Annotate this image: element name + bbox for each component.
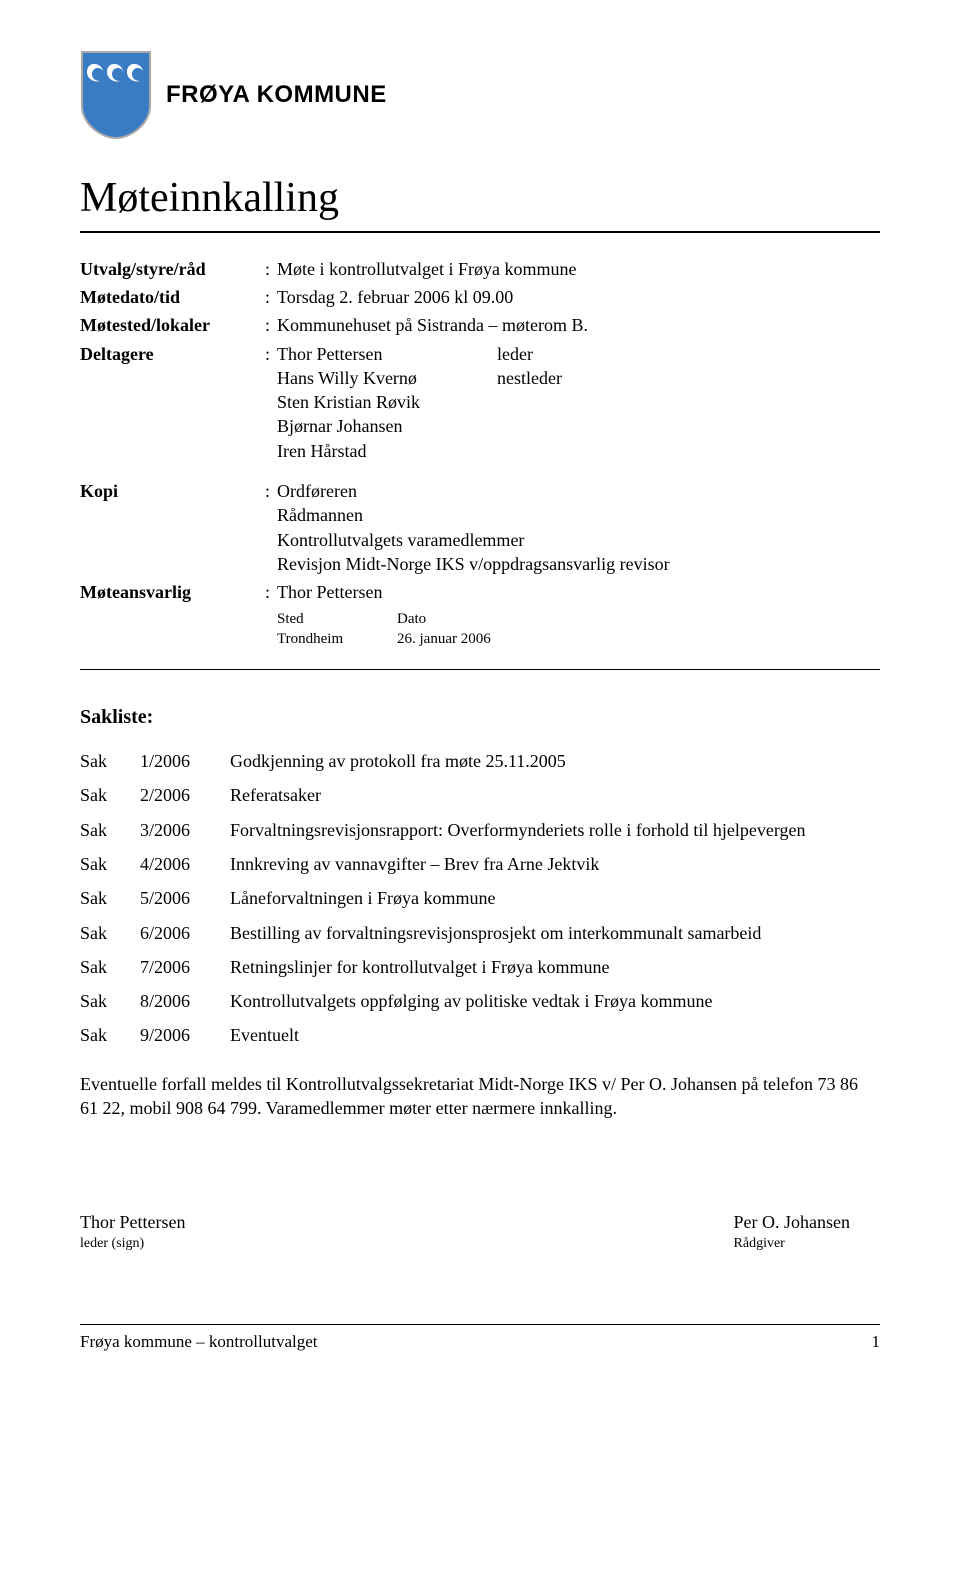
- signature-right: Per O. Johansen Rådgiver: [734, 1210, 880, 1253]
- participant-name: Iren Hårstad: [277, 439, 497, 463]
- meta-value: Thor Pettersen: [277, 580, 880, 604]
- participant-role: leder: [497, 342, 617, 366]
- sak-number: 4/2006: [140, 852, 230, 876]
- colon: :: [265, 313, 277, 337]
- sak-number: 7/2006: [140, 955, 230, 979]
- kopi-line: Revisjon Midt-Norge IKS v/oppdragsansvar…: [277, 552, 880, 576]
- colon: :: [265, 257, 277, 281]
- sak-number: 9/2006: [140, 1023, 230, 1047]
- sak-text: Godkjenning av protokoll fra møte 25.11.…: [230, 749, 880, 773]
- kopi-line: Rådmannen: [277, 503, 880, 527]
- signature-role: Rådgiver: [734, 1235, 850, 1254]
- participants-list: Thor Pettersenleder Hans Willy Kvernønes…: [277, 342, 880, 463]
- sak-number: 5/2006: [140, 886, 230, 910]
- sak-text: Eventuelt: [230, 1023, 880, 1047]
- location-date-values: Trondheim 26. januar 2006: [80, 629, 880, 649]
- participant-role: nestleder: [497, 366, 617, 390]
- kopi-line: Kontrollutvalgets varamedlemmer: [277, 528, 880, 552]
- kopi-list: Ordføreren Rådmannen Kontrollutvalgets v…: [277, 479, 880, 576]
- signature-left: Thor Pettersen leder (sign): [80, 1210, 185, 1253]
- participant-role: [497, 439, 617, 463]
- page-title: Møteinnkalling: [80, 170, 880, 233]
- sak-row: Sak1/2006Godkjenning av protokoll fra mø…: [80, 749, 880, 773]
- meta-label: Deltagere: [80, 342, 265, 366]
- meta-row-ansvarlig: Møteansvarlig : Thor Pettersen: [80, 580, 880, 604]
- meta-row-utvalg: Utvalg/styre/råd : Møte i kontrollutvalg…: [80, 257, 880, 281]
- sak-prefix: Sak: [80, 886, 140, 910]
- colon: :: [265, 342, 277, 366]
- sak-number: 2/2006: [140, 783, 230, 807]
- participant-role: [497, 414, 617, 438]
- signature-name: Thor Pettersen: [80, 1210, 185, 1234]
- participant-name: Thor Pettersen: [277, 342, 497, 366]
- sak-prefix: Sak: [80, 989, 140, 1013]
- sak-prefix: Sak: [80, 852, 140, 876]
- section-divider: [80, 669, 880, 670]
- sak-prefix: Sak: [80, 955, 140, 979]
- sak-number: 3/2006: [140, 818, 230, 842]
- meta-row-dato: Møtedato/tid : Torsdag 2. februar 2006 k…: [80, 285, 880, 309]
- sak-prefix: Sak: [80, 1023, 140, 1047]
- sak-row: Sak8/2006Kontrollutvalgets oppfølging av…: [80, 989, 880, 1013]
- shield-logo-icon: [80, 50, 152, 140]
- footer-page-number: 1: [872, 1331, 881, 1354]
- meta-label: Møteansvarlig: [80, 580, 265, 604]
- location-date-labels: Sted Dato: [80, 609, 880, 629]
- sak-text: Bestilling av forvaltningsrevisjonsprosj…: [230, 921, 880, 945]
- sak-row: Sak9/2006Eventuelt: [80, 1023, 880, 1047]
- participant-name: Bjørnar Johansen: [277, 414, 497, 438]
- meta-value: Kommunehuset på Sistranda – møterom B.: [277, 313, 880, 337]
- meta-row-deltagere: Deltagere : Thor Pettersenleder Hans Wil…: [80, 342, 880, 463]
- sak-text: Kontrollutvalgets oppfølging av politisk…: [230, 989, 880, 1013]
- sak-text: Forvaltningsrevisjonsrapport: Overformyn…: [230, 818, 880, 842]
- meta-section: Utvalg/styre/råd : Møte i kontrollutvalg…: [80, 257, 880, 649]
- sak-number: 6/2006: [140, 921, 230, 945]
- meta-label: Kopi: [80, 479, 265, 503]
- meta-value: Torsdag 2. februar 2006 kl 09.00: [277, 285, 880, 309]
- closing-paragraph: Eventuelle forfall meldes til Kontrollut…: [80, 1072, 880, 1121]
- sak-row: Sak6/2006Bestilling av forvaltningsrevis…: [80, 921, 880, 945]
- page-footer: Frøya kommune – kontrollutvalget 1: [80, 1324, 880, 1354]
- signature-role: leder (sign): [80, 1235, 185, 1254]
- sak-row: Sak5/2006Låneforvaltningen i Frøya kommu…: [80, 886, 880, 910]
- participant-name: Hans Willy Kvernø: [277, 366, 497, 390]
- participant-name: Sten Kristian Røvik: [277, 390, 497, 414]
- footer-left: Frøya kommune – kontrollutvalget: [80, 1331, 318, 1354]
- meta-row-kopi: Kopi : Ordføreren Rådmannen Kontrollutva…: [80, 479, 880, 576]
- meta-label: Utvalg/styre/råd: [80, 257, 265, 281]
- colon: :: [265, 580, 277, 604]
- meta-label: Møtedato/tid: [80, 285, 265, 309]
- sak-prefix: Sak: [80, 783, 140, 807]
- sak-prefix: Sak: [80, 818, 140, 842]
- sak-row: Sak4/2006Innkreving av vannavgifter – Br…: [80, 852, 880, 876]
- signature-name: Per O. Johansen: [734, 1210, 850, 1234]
- sak-number: 1/2006: [140, 749, 230, 773]
- meta-row-sted: Møtested/lokaler : Kommunehuset på Sistr…: [80, 313, 880, 337]
- signature-row: Thor Pettersen leder (sign) Per O. Johan…: [80, 1210, 880, 1253]
- organization-name: FRØYA KOMMUNE: [166, 79, 387, 111]
- sak-text: Retningslinjer for kontrollutvalget i Fr…: [230, 955, 880, 979]
- sak-text: Låneforvaltningen i Frøya kommune: [230, 886, 880, 910]
- sak-prefix: Sak: [80, 749, 140, 773]
- sak-text: Innkreving av vannavgifter – Brev fra Ar…: [230, 852, 880, 876]
- sakliste-title: Sakliste:: [80, 704, 880, 731]
- sak-prefix: Sak: [80, 921, 140, 945]
- colon: :: [265, 285, 277, 309]
- sak-row: Sak3/2006Forvaltningsrevisjonsrapport: O…: [80, 818, 880, 842]
- sak-row: Sak2/2006Referatsaker: [80, 783, 880, 807]
- sakliste-list: Sak1/2006Godkjenning av protokoll fra mø…: [80, 749, 880, 1048]
- document-header: FRØYA KOMMUNE: [80, 50, 880, 140]
- colon: :: [265, 479, 277, 503]
- meta-value: Møte i kontrollutvalget i Frøya kommune: [277, 257, 880, 281]
- dato-value: 26. januar 2006: [397, 629, 491, 649]
- sted-value: Trondheim: [277, 629, 397, 649]
- dato-label: Dato: [397, 609, 426, 629]
- kopi-line: Ordføreren: [277, 479, 880, 503]
- meta-label: Møtested/lokaler: [80, 313, 265, 337]
- sak-text: Referatsaker: [230, 783, 880, 807]
- participant-role: [497, 390, 617, 414]
- sted-label: Sted: [277, 609, 397, 629]
- sak-number: 8/2006: [140, 989, 230, 1013]
- sak-row: Sak7/2006Retningslinjer for kontrollutva…: [80, 955, 880, 979]
